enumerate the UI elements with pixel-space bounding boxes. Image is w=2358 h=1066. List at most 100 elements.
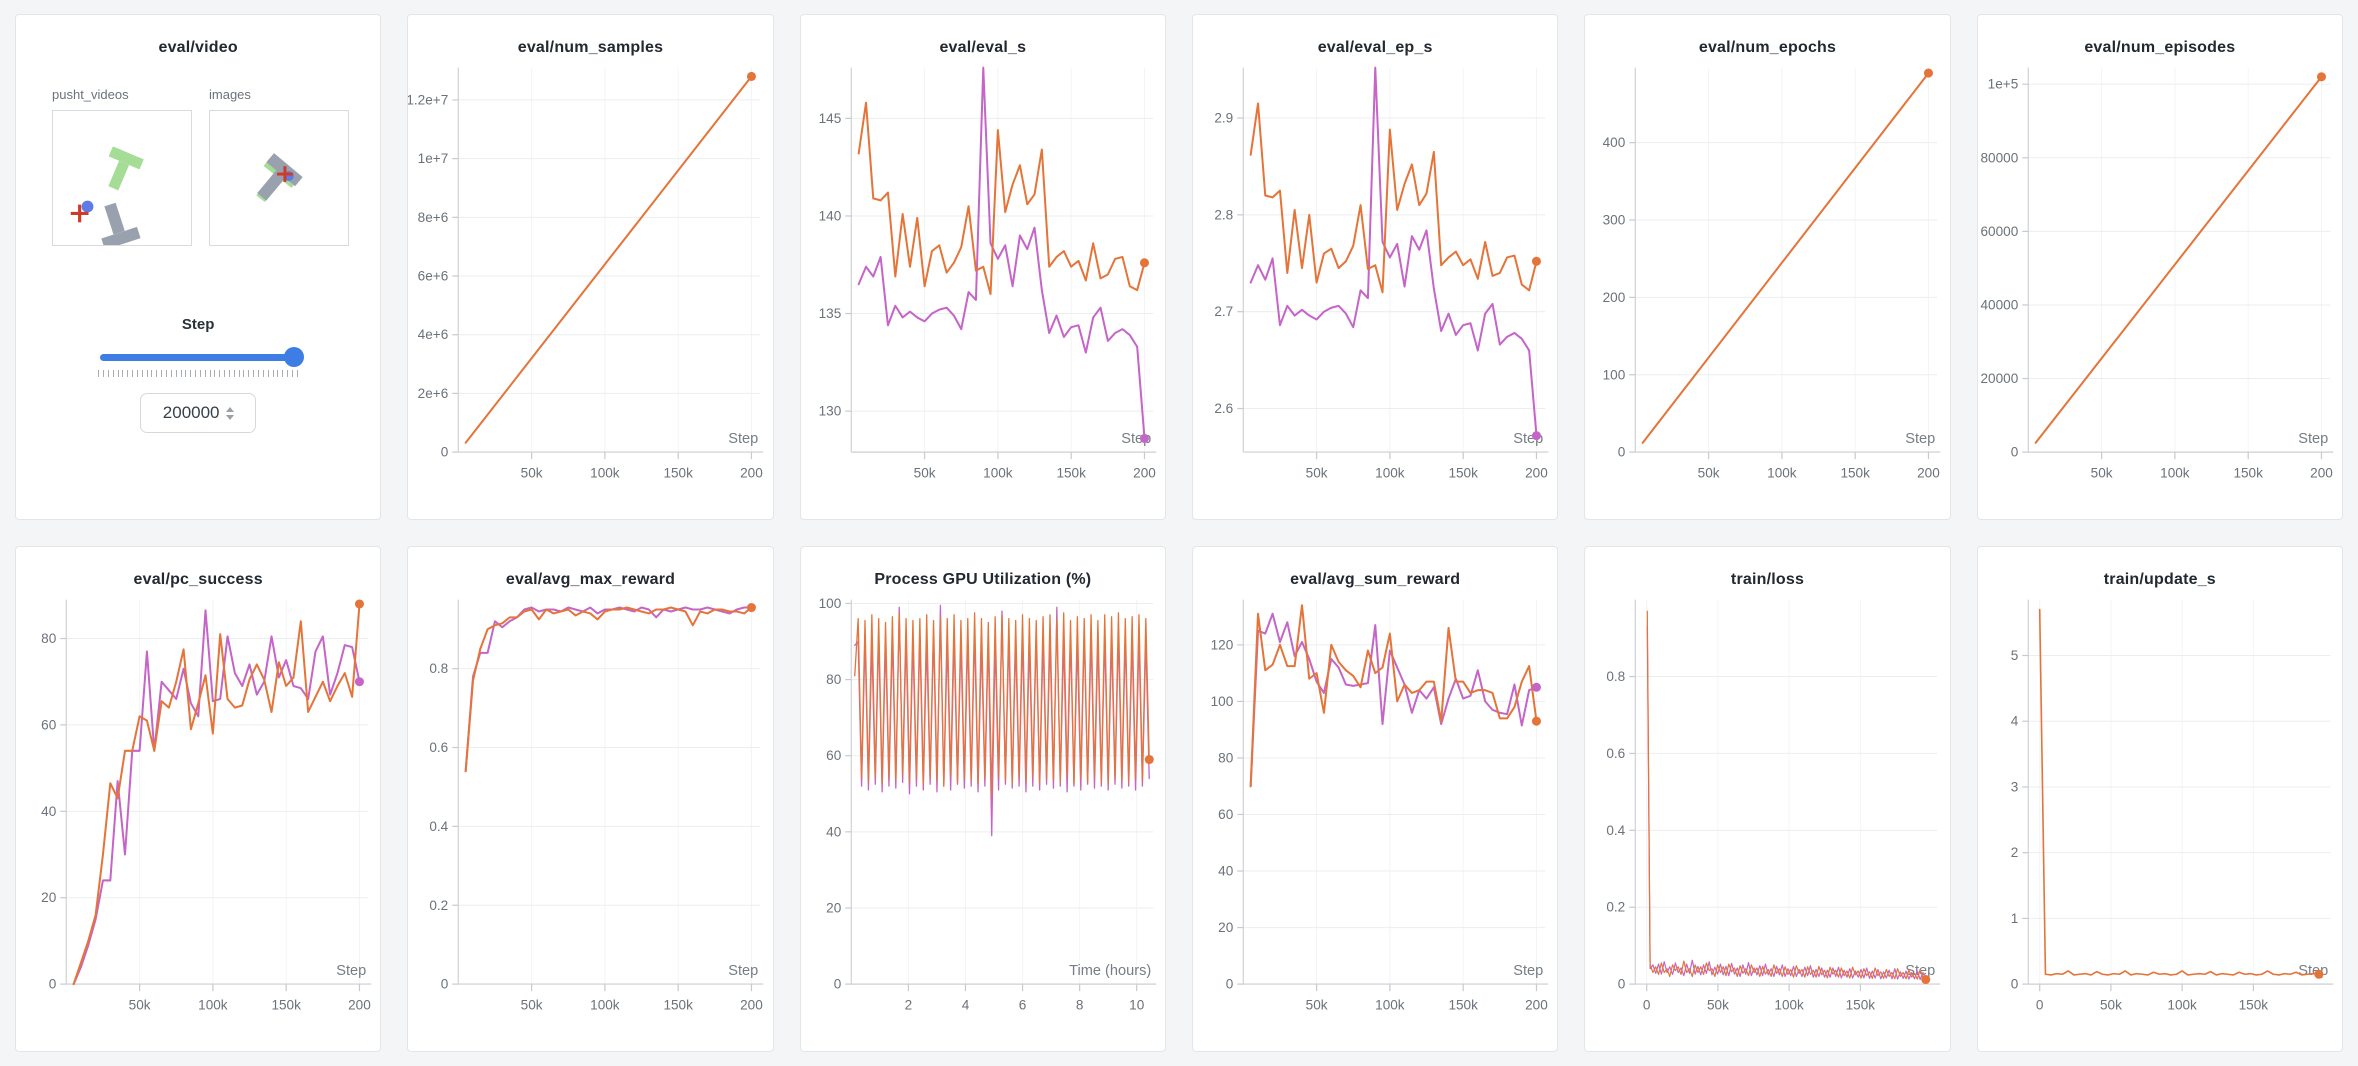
object-t-shape <box>257 153 303 201</box>
svg-text:135: 135 <box>818 306 841 321</box>
step-slider[interactable] <box>100 347 305 367</box>
svg-text:40: 40 <box>41 804 57 819</box>
chart-svg: 0 2e+6 4e+6 6e+6 8e+6 1e+7 1.2e+7 50k 100k 150k 20… <box>408 67 764 480</box>
svg-text:50k: 50k <box>2100 997 2122 1012</box>
chart-eval-num-episodes[interactable]: 0 20000 40000 60000 80000 1e+5 50k 100k 150k 200 S… <box>1978 59 2342 499</box>
svg-text:0: 0 <box>833 977 841 992</box>
panel-title: eval/eval_s <box>939 39 1027 56</box>
svg-text:50k: 50k <box>913 465 935 480</box>
svg-text:6e+6: 6e+6 <box>418 269 449 284</box>
svg-text:100k: 100k <box>198 997 228 1012</box>
panel-title: eval/avg_sum_reward <box>1290 571 1461 588</box>
chart-process-gpu-utilization[interactable]: 0 20 40 60 80 100 2 4 6 8 10 Time (hours) <box>801 591 1165 1031</box>
step-slider-thumb[interactable] <box>284 347 305 367</box>
svg-text:1e+5: 1e+5 <box>1987 77 2018 92</box>
svg-text:0: 0 <box>1226 977 1234 992</box>
svg-text:150k: 150k <box>1056 465 1086 480</box>
svg-text:200: 200 <box>1917 465 1940 480</box>
svg-text:Step: Step <box>2298 431 2328 447</box>
svg-text:100k: 100k <box>2167 997 2197 1012</box>
svg-text:200: 200 <box>1133 465 1156 480</box>
svg-text:2.8: 2.8 <box>1214 207 1233 222</box>
step-input-value[interactable]: 200000 <box>162 403 220 422</box>
svg-text:100k: 100k <box>590 465 620 480</box>
svg-text:0: 0 <box>1618 445 1626 460</box>
chart-eval-eval-s[interactable]: 130 135 140 145 50k 100k 150k 200 Step <box>801 59 1165 499</box>
svg-text:150k: 150k <box>2233 465 2263 480</box>
chart-train-update-s[interactable]: 0 1 2 3 4 5 0 50k 100k 150k Step <box>1978 591 2342 1031</box>
step-slider-track[interactable] <box>100 354 295 361</box>
svg-text:50k: 50k <box>1306 465 1328 480</box>
svg-text:150k: 150k <box>271 997 301 1012</box>
svg-text:2.6: 2.6 <box>1214 401 1233 416</box>
stepper-arrows-icon[interactable] <box>225 406 234 420</box>
svg-text:20: 20 <box>1218 920 1234 935</box>
chart-eval-pc-success[interactable]: 0 20 40 60 80 50k 100k 150k 200 Step <box>16 591 380 1031</box>
svg-text:0.6: 0.6 <box>430 740 449 755</box>
chart-svg: 0 20 40 60 80 100 2 4 6 8 10 Time (hours) <box>818 596 1156 1012</box>
media-label-pusht-videos: pusht_videos <box>52 87 129 102</box>
svg-text:8: 8 <box>1076 997 1084 1012</box>
chart-eval-eval-ep-s[interactable]: 2.6 2.7 2.8 2.9 50k 100k 150k 200 Step <box>1193 59 1557 499</box>
svg-text:60000: 60000 <box>1980 224 2018 239</box>
svg-text:100k: 100k <box>590 997 620 1012</box>
panel-train-loss: train/loss 0 0.2 0.4 0.6 0.8 0 50k 100k 150k Step <box>1584 546 1951 1052</box>
svg-text:40000: 40000 <box>1980 297 2018 312</box>
chart-svg: 0 0.2 0.4 0.6 0.8 50k 100k 150k 200 Step <box>430 599 764 1012</box>
panel-eval-eval-ep-s: eval/eval_ep_s 2.6 2.7 2.8 2.9 50k 100k 150k 20… <box>1192 14 1559 520</box>
svg-text:80: 80 <box>41 631 57 646</box>
svg-text:50k: 50k <box>1707 997 1729 1012</box>
svg-text:0.4: 0.4 <box>430 819 449 834</box>
svg-text:130: 130 <box>818 404 841 419</box>
panel-eval-avg-max-reward: eval/avg_max_reward 0 0.2 0.4 0.6 0.8 50k 100k… <box>407 546 774 1052</box>
chart-svg: 0 20 40 60 80 50k 100k 150k 200 Step <box>41 599 372 1012</box>
svg-text:0.4: 0.4 <box>1607 823 1626 838</box>
panel-train-update-s: train/update_s 0 1 2 3 4 5 0 50k 100k 150k Step <box>1976 546 2343 1052</box>
svg-text:150k: 150k <box>1846 997 1876 1012</box>
svg-text:140: 140 <box>818 208 841 223</box>
svg-text:100: 100 <box>1211 694 1234 709</box>
media-label-images: images <box>209 87 251 102</box>
svg-text:145: 145 <box>818 111 841 126</box>
svg-text:120: 120 <box>1211 637 1234 652</box>
target-t-shape <box>108 146 144 191</box>
svg-text:50k: 50k <box>2090 465 2112 480</box>
images-thumbnail[interactable] <box>209 110 349 246</box>
svg-text:0: 0 <box>1643 997 1651 1012</box>
panel-eval-num-samples: eval/num_samples 0 2e+6 4e+6 6e+6 8e+6 1e+7 1.… <box>407 14 774 520</box>
media-item-pusht-videos: pusht_videos <box>52 87 192 246</box>
object-t-shape <box>101 202 141 245</box>
svg-text:200: 200 <box>740 997 763 1012</box>
panel-eval-eval-s: eval/eval_s 130 135 140 145 50k 100k 150k 200 St… <box>799 14 1166 520</box>
chart-svg: 0 1 2 3 4 5 0 50k 100k 150k Step <box>2010 599 2333 1012</box>
svg-text:40: 40 <box>826 824 842 839</box>
svg-text:0.8: 0.8 <box>430 661 449 676</box>
svg-text:1e+7: 1e+7 <box>418 151 449 166</box>
panel-eval-avg-sum-reward: eval/avg_sum_reward 0 20 40 60 80 100 120 50k 10… <box>1192 546 1559 1052</box>
chart-eval-avg-max-reward[interactable]: 0 0.2 0.4 0.6 0.8 50k 100k 150k 200 Step <box>408 591 772 1031</box>
chart-eval-num-epochs[interactable]: 0 100 200 300 400 50k 100k 150k 200 Step <box>1585 59 1949 499</box>
pusht-video-thumbnail[interactable] <box>52 110 192 246</box>
svg-text:0: 0 <box>441 977 449 992</box>
chart-eval-num-samples[interactable]: 0 2e+6 4e+6 6e+6 8e+6 1e+7 1.2e+7 50k 100k 150k 20… <box>408 59 772 499</box>
svg-text:20: 20 <box>826 901 842 916</box>
svg-text:200: 200 <box>2310 465 2333 480</box>
svg-text:300: 300 <box>1603 213 1626 228</box>
svg-text:4: 4 <box>2010 714 2018 729</box>
panel-title: Process GPU Utilization (%) <box>874 571 1092 588</box>
svg-text:100k: 100k <box>983 465 1013 480</box>
panel-eval-video: eval/video pusht_videos <box>15 14 382 520</box>
panel-title-eval-video: eval/video <box>158 39 238 56</box>
chart-train-loss[interactable]: 0 0.2 0.4 0.6 0.8 0 50k 100k 150k Step <box>1585 591 1949 1031</box>
step-input[interactable]: 200000 <box>140 393 257 433</box>
svg-text:Time (hours): Time (hours) <box>1069 963 1151 979</box>
svg-text:20: 20 <box>41 890 57 905</box>
agent-dot <box>81 200 94 213</box>
panel-title: eval/eval_ep_s <box>1317 39 1433 56</box>
svg-text:50k: 50k <box>129 997 151 1012</box>
chart-eval-avg-sum-reward[interactable]: 0 20 40 60 80 100 120 50k 100k 150k 200 Step <box>1193 591 1557 1031</box>
svg-text:150k: 150k <box>1448 465 1478 480</box>
panel-title: eval/num_samples <box>517 39 664 56</box>
